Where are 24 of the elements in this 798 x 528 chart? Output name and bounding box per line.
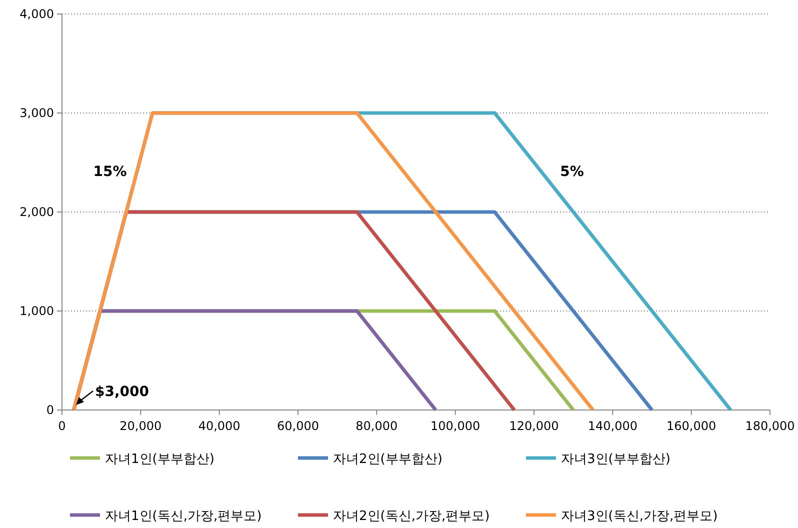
x-tick-label: 40,000	[198, 419, 240, 433]
x-tick-label: 140,000	[588, 419, 638, 433]
y-tick-label: 3,000	[20, 106, 54, 120]
legend-label: 자녀1인(독신,가장,편부모)	[105, 509, 262, 524]
annotation: $3,000	[95, 384, 150, 400]
x-tick-label: 120,000	[509, 419, 559, 433]
y-tick-label: 0	[46, 403, 54, 417]
legend-label: 자녀2인(독신,가장,편부모)	[333, 509, 490, 524]
x-tick-label: 60,000	[277, 419, 319, 433]
legend-label: 자녀2인(부부합산)	[333, 452, 442, 467]
annotation: 5%	[560, 164, 584, 180]
x-tick-label: 20,000	[120, 419, 162, 433]
y-tick-label: 2,000	[20, 205, 54, 219]
y-tick-label: 4,000	[20, 7, 54, 21]
legend-label: 자녀3인(독신,가장,편부모)	[561, 509, 718, 524]
legend-label: 자녀1인(부부합산)	[105, 452, 214, 467]
x-tick-label: 80,000	[356, 419, 398, 433]
x-tick-label: 0	[58, 419, 66, 433]
x-tick-label: 180,000	[745, 419, 795, 433]
annotation: 15%	[93, 164, 127, 180]
legend-label: 자녀3인(부부합산)	[561, 452, 670, 467]
x-tick-label: 100,000	[430, 419, 480, 433]
y-tick-label: 1,000	[20, 304, 54, 318]
x-tick-label: 160,000	[666, 419, 716, 433]
